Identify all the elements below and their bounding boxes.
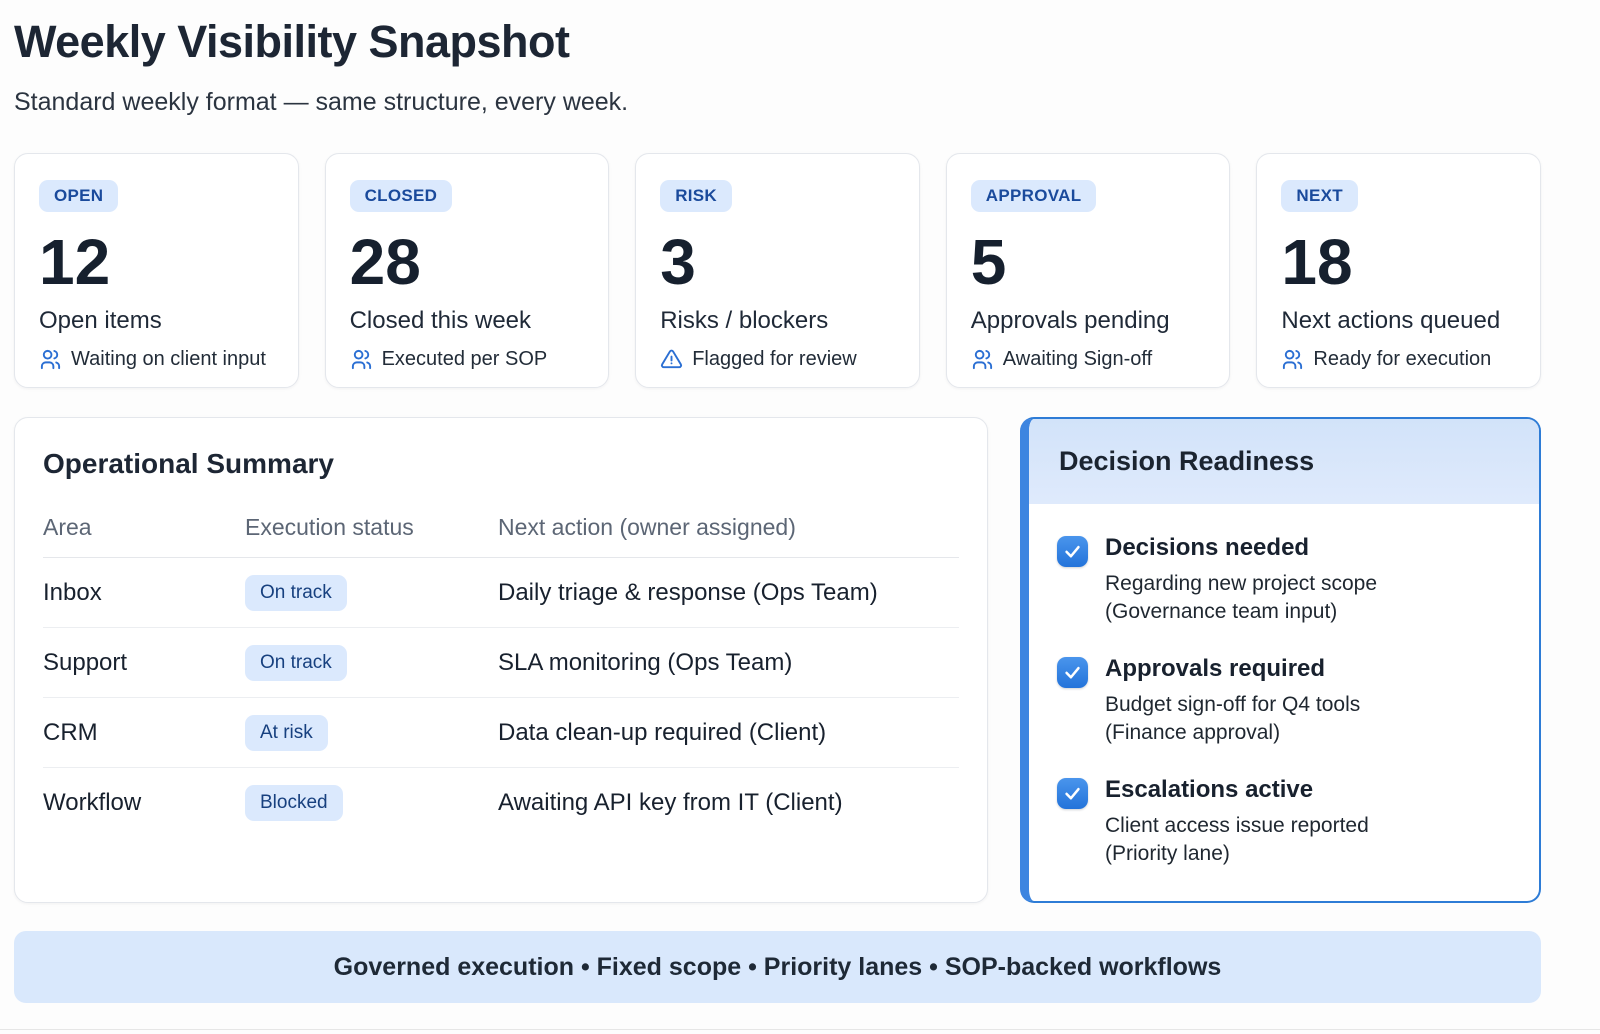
table-row: Workflow Blocked Awaiting API key from I… <box>43 768 959 838</box>
users-icon <box>971 348 994 371</box>
page-header: Weekly Visibility Snapshot Standard week… <box>14 0 1541 117</box>
page-title: Weekly Visibility Snapshot <box>14 16 570 67</box>
checkbox-checked[interactable] <box>1057 536 1088 567</box>
decision-item-description: Client access issue reported (Priority l… <box>1105 813 1369 865</box>
status-badge: RISK <box>660 180 733 212</box>
table-header-row: Area Execution status Next action (owner… <box>43 514 959 558</box>
users-icon <box>39 348 62 371</box>
status-badge: NEXT <box>1281 180 1358 212</box>
footer-banner: Governed execution • Fixed scope • Prior… <box>14 931 1541 1003</box>
stat-note-text: Executed per SOP <box>381 348 548 370</box>
table-row: Support On track SLA monitoring (Ops Tea… <box>43 628 959 698</box>
main-section: Operational Summary Area Execution statu… <box>14 417 1541 903</box>
status-badge: OPEN <box>39 180 119 212</box>
checkbox-checked[interactable] <box>1057 777 1088 809</box>
stat-card-open: OPEN 12 Open items Waiting on client inp… <box>14 153 299 388</box>
stat-note: Flagged for review <box>660 348 895 371</box>
operational-summary-table: Area Execution status Next action (owner… <box>43 514 959 838</box>
status-badge: APPROVAL <box>970 180 1097 212</box>
stat-card-next: NEXT 18 Next actions queued Ready for ex… <box>1256 153 1541 388</box>
decision-item-description: Budget sign-off for Q4 tools (Finance ap… <box>1105 692 1361 744</box>
stat-note-text: Waiting on client input <box>71 348 266 370</box>
decision-readiness-body: Decisions needed Regarding new project s… <box>1029 504 1539 897</box>
status-badge: CLOSED <box>349 180 453 212</box>
decision-readiness-title: Decision Readiness <box>1059 446 1315 476</box>
action-cell: Awaiting API key from IT (Client) <box>498 789 843 816</box>
execution-status-badge: Blocked <box>245 785 343 821</box>
execution-status-badge: At risk <box>245 714 328 751</box>
status-cell: On track <box>245 574 498 611</box>
execution-status-badge: On track <box>245 644 347 681</box>
stat-note: Executed per SOP <box>350 348 585 371</box>
column-header-area: Area <box>43 514 92 540</box>
decision-item-title: Approvals required <box>1105 654 1326 682</box>
users-icon <box>1281 348 1304 371</box>
stat-note-text: Flagged for review <box>692 348 857 370</box>
page-subtitle: Standard weekly format — same structure,… <box>14 88 629 116</box>
area-cell: CRM <box>43 718 98 746</box>
stat-note: Ready for execution <box>1281 348 1516 371</box>
check-icon <box>1065 666 1080 679</box>
action-cell: Daily triage & response (Ops Team) <box>498 578 878 606</box>
stat-value: 18 <box>1281 226 1353 298</box>
stat-label: Approvals pending <box>970 307 1170 334</box>
stat-note: Waiting on client input <box>39 348 274 371</box>
status-cell: On track <box>245 644 498 681</box>
stat-label: Risks / blockers <box>660 307 829 334</box>
decision-item: Escalations active Client access issue r… <box>1057 776 1509 868</box>
table-row: Inbox On track Daily triage & response (… <box>43 558 959 628</box>
stat-label: Closed this week <box>349 307 532 334</box>
decision-item: Approvals required Budget sign-off for Q… <box>1057 655 1509 747</box>
column-header-action: Next action (owner assigned) <box>498 514 796 540</box>
decision-item-description: Regarding new project scope (Governance … <box>1105 572 1377 623</box>
checkbox-checked[interactable] <box>1057 656 1088 688</box>
area-cell: Support <box>43 648 128 676</box>
stat-note: Awaiting Sign-off <box>971 348 1206 371</box>
area-cell: Workflow <box>43 789 142 816</box>
stat-card-approval: APPROVAL 5 Approvals pending Awaiting Si… <box>945 153 1231 388</box>
stat-note-text: Ready for execution <box>1313 348 1492 370</box>
stat-label: Open items <box>39 307 162 334</box>
status-cell: At risk <box>245 714 498 751</box>
operational-summary-panel: Operational Summary Area Execution statu… <box>14 417 988 903</box>
bottom-divider <box>0 1029 1600 1030</box>
stat-cards-row: OPEN 12 Open items Waiting on client inp… <box>14 153 1541 388</box>
area-cell: Inbox <box>43 578 102 606</box>
check-icon <box>1065 787 1080 800</box>
action-cell: Data clean-up required (Client) <box>498 718 827 746</box>
page-content: Weekly Visibility Snapshot Standard week… <box>14 0 1541 1003</box>
decision-item-text: Approvals required Budget sign-off for Q… <box>1105 655 1405 747</box>
footer-banner-text: Governed execution • Fixed scope • Prior… <box>333 952 1222 981</box>
stat-note-text: Awaiting Sign-off <box>1002 348 1153 370</box>
status-cell: Blocked <box>245 785 498 821</box>
warning-icon <box>660 348 683 371</box>
stat-value: 12 <box>39 226 111 298</box>
column-header-status: Execution status <box>245 514 414 540</box>
stat-value: 28 <box>349 226 421 298</box>
decision-item-text: Decisions needed Regarding new project s… <box>1105 534 1405 626</box>
table-row: CRM At risk Data clean-up required (Clie… <box>43 698 959 768</box>
operational-summary-title: Operational Summary <box>43 448 334 479</box>
execution-status-badge: On track <box>245 574 347 611</box>
stat-label: Next actions queued <box>1281 307 1501 334</box>
decision-readiness-panel: Decision Readiness Decisions needed Rega… <box>1020 417 1541 903</box>
action-cell: SLA monitoring (Ops Team) <box>498 648 793 676</box>
users-icon <box>350 348 373 371</box>
stat-value: 5 <box>970 226 1007 298</box>
stat-value: 3 <box>660 226 696 298</box>
decision-readiness-header: Decision Readiness <box>1029 419 1539 504</box>
stat-card-closed: CLOSED 28 Closed this week Executed per … <box>324 153 610 388</box>
decision-item-text: Escalations active Client access issue r… <box>1105 776 1405 868</box>
decision-item: Decisions needed Regarding new project s… <box>1057 534 1509 626</box>
stat-card-risk: RISK 3 Risks / blockers Flagged for revi… <box>635 153 920 388</box>
decision-item-title: Decisions needed <box>1105 534 1310 561</box>
decision-item-title: Escalations active <box>1105 775 1314 803</box>
check-icon <box>1065 545 1080 558</box>
